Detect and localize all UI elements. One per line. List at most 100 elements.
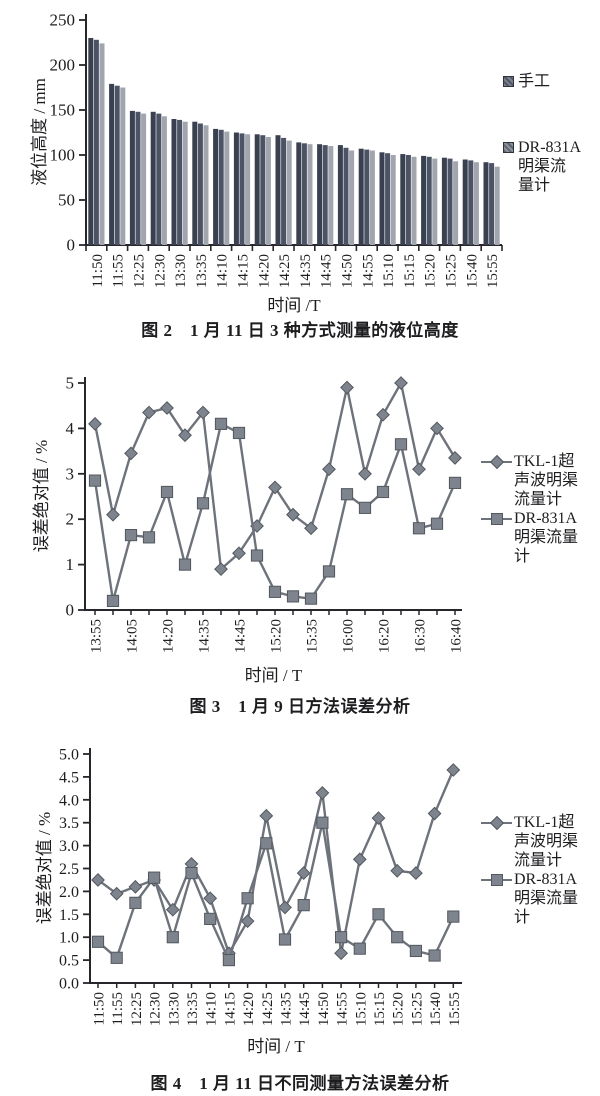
marker-square-icon <box>204 912 217 925</box>
marker-diamond-icon <box>390 863 405 878</box>
x-tick-label: 14:10 <box>204 992 220 1026</box>
marker-diamond-icon <box>196 405 210 420</box>
bar <box>385 153 391 245</box>
bar <box>405 155 411 245</box>
x-tick-label: 16:40 <box>449 619 465 653</box>
line-series-1 <box>91 816 460 967</box>
bar <box>337 145 343 245</box>
legend-label: DR-831A 明渠流量 计 <box>514 509 578 566</box>
marker-diamond-icon <box>124 446 138 461</box>
bar <box>161 116 167 245</box>
bar <box>129 110 135 246</box>
y-axis-title: 误差绝对值 / % <box>32 439 51 553</box>
bar-series-2 <box>99 43 500 246</box>
y-tick-label: 1 <box>66 555 75 574</box>
x-tick-label: 12:25 <box>129 992 145 1026</box>
bar <box>390 155 396 245</box>
marker-square-icon <box>394 438 408 451</box>
x-tick-label: 13:35 <box>194 254 210 288</box>
marker-diamond-icon <box>109 886 124 901</box>
marker-square-icon <box>166 931 179 944</box>
x-tick-label: 14:15 <box>222 992 238 1026</box>
x-tick-label: 14:55 <box>335 992 351 1026</box>
legend-diamond-marker-icon <box>489 815 505 831</box>
marker-diamond-icon <box>178 428 192 443</box>
x-tick-label: 14:45 <box>319 254 335 288</box>
marker-diamond-icon <box>446 763 461 777</box>
marker-square-icon <box>124 528 138 542</box>
line-chart-canvas: 0 1 2 3 4 5 13:55 14:05 14:20 14:35 14:45 15:20 15:3… <box>66 374 465 654</box>
x-tick-label: 11:50 <box>92 992 108 1026</box>
legend-label-line: 计 <box>514 548 531 565</box>
marker-square-icon <box>232 426 246 440</box>
x-tick-label: 15:55 <box>485 254 501 288</box>
line-chart-canvas: 0.0 0.5 1.0 1.5 2.0 2.5 3.0 3.5 4.0 4.5 5.0 11:50 11… <box>59 747 463 1027</box>
marker-diamond-icon <box>214 562 228 577</box>
y-tick-label: 0 <box>67 236 76 255</box>
x-tick-label: 15:40 <box>428 992 444 1026</box>
marker-square-icon <box>260 837 273 850</box>
legend-swatch-icon <box>503 142 514 153</box>
series-line <box>93 422 457 603</box>
bar <box>400 154 406 245</box>
marker-diamond-icon <box>408 866 423 880</box>
marker-diamond-icon <box>240 914 255 929</box>
marker-square-icon <box>91 935 105 948</box>
bar <box>358 148 364 245</box>
y-tick-label: 2.5 <box>59 861 79 878</box>
x-tick-label: 14:10 <box>215 254 231 288</box>
y-tick-label: 3 <box>66 464 75 483</box>
bar <box>254 134 260 245</box>
marker-square-icon <box>250 549 264 562</box>
marker-diamond-icon <box>358 466 372 481</box>
marker-diamond-icon <box>203 891 218 906</box>
bar <box>343 147 349 245</box>
marker-square-icon <box>129 896 142 909</box>
marker-square-icon <box>358 501 372 514</box>
x-tick-label: 14:25 <box>260 992 276 1026</box>
legend-label-line: 手工 <box>518 73 551 90</box>
x-tick-label: 15:15 <box>372 992 388 1026</box>
marker-square-icon <box>286 590 300 603</box>
bar <box>364 149 370 245</box>
x-tick-label: 16:30 <box>413 619 429 653</box>
x-tick-label: 15:10 <box>381 254 397 288</box>
bar <box>99 43 105 246</box>
line-series-0 <box>91 763 461 961</box>
bar <box>171 119 177 245</box>
marker-square-icon <box>316 816 329 829</box>
marker-square-icon <box>335 931 348 944</box>
marker-diamond-icon <box>304 521 318 536</box>
figure-2-bar-chart: 0 50 100 150 200 250 11:50 11:55 12:25 12:30 13:30… <box>0 0 600 346</box>
x-tick-label: 15:10 <box>353 992 369 1026</box>
legend-label: DR-831A 明渠流 量计 <box>518 138 581 195</box>
marker-square-icon <box>222 954 236 967</box>
marker-square-icon <box>322 565 336 578</box>
x-tick-label: 14:35 <box>279 992 295 1026</box>
marker-diamond-icon <box>286 507 300 522</box>
marker-square-icon <box>428 949 441 962</box>
marker-square-icon <box>241 892 254 905</box>
bar <box>349 150 355 245</box>
bar-series-0 <box>88 38 489 246</box>
y-tick-label: 2 <box>66 510 75 529</box>
marker-diamond-icon <box>232 546 246 561</box>
marker-square-icon <box>196 497 210 510</box>
bar <box>379 152 385 245</box>
bar <box>432 158 438 245</box>
x-tick-label: 16:20 <box>377 619 393 653</box>
bar <box>468 160 474 245</box>
marker-square-icon <box>340 488 354 501</box>
marker-diamond-icon <box>88 416 102 431</box>
x-tick-label: 13:55 <box>89 619 105 653</box>
line-series-0 <box>88 376 462 577</box>
x-tick-label: 14:55 <box>360 254 376 288</box>
x-tick-label: 15:40 <box>464 254 480 288</box>
bar <box>192 121 198 245</box>
bar <box>281 137 287 245</box>
x-tick-label: 14:50 <box>340 254 356 288</box>
x-tick-label: 14:35 <box>197 619 213 653</box>
marker-square-icon <box>185 866 198 880</box>
bar <box>447 158 453 245</box>
legend-key <box>481 509 514 528</box>
